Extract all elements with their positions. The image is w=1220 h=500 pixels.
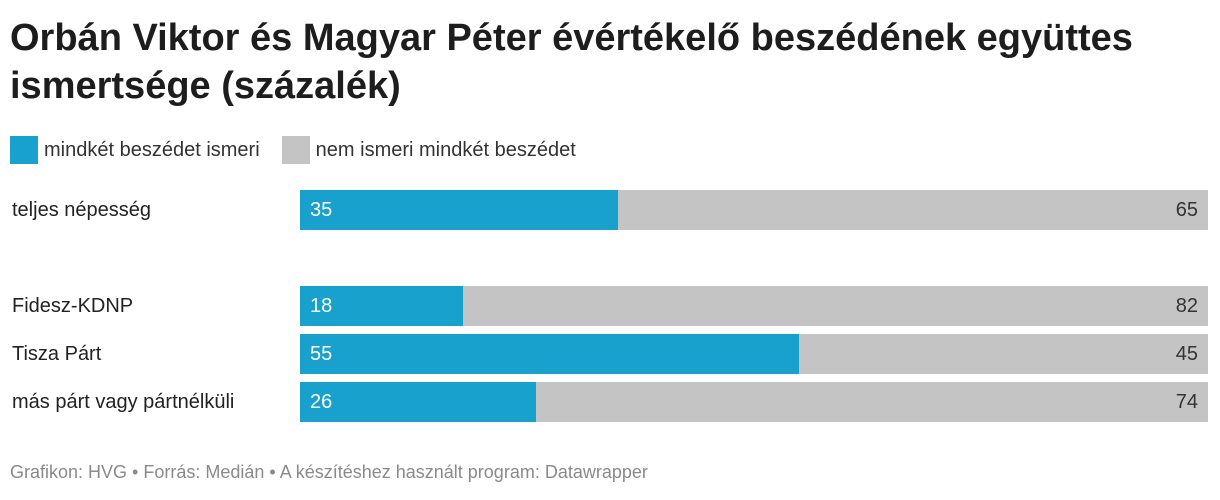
category-label: Fidesz-KDNP: [12, 295, 134, 317]
bar-segment-nem: 45: [799, 334, 1208, 374]
stacked-bar: 35 65: [300, 190, 1208, 230]
bar-row: más párt vagy pártnélküli 26 74: [0, 382, 1220, 422]
category-label: teljes népesség: [12, 199, 151, 221]
stacked-bar: 26 74: [300, 382, 1208, 422]
bar-segment-nem: 82: [463, 286, 1208, 326]
data-label: 55: [310, 343, 333, 365]
stacked-bar: 55 45: [300, 334, 1208, 374]
data-label: 45: [1175, 343, 1198, 365]
bar-segment-mindket: 26: [300, 382, 537, 422]
legend-label: nem ismeri mindkét beszédet: [315, 138, 576, 161]
legend-item-nem: nem ismeri mindkét beszédet: [281, 136, 576, 164]
legend-swatch: [10, 136, 38, 164]
data-label: 35: [310, 199, 333, 221]
data-label: 82: [1175, 295, 1198, 317]
stacked-bar: 18 82: [300, 286, 1208, 326]
bar-segment-mindket: 55: [300, 334, 800, 374]
bar-segment-mindket: 18: [300, 286, 464, 326]
legend-item-mindket: mindkét beszédet ismeri: [10, 136, 260, 164]
data-label: 65: [1175, 199, 1198, 221]
bar-segment-mindket: 35: [300, 190, 618, 230]
footer-credit: Grafikon: HVG • Forrás: Medián • A készí…: [10, 462, 648, 482]
bar-segment-nem: 74: [536, 382, 1208, 422]
bar-row: Fidesz-KDNP 18 82: [0, 286, 1220, 326]
bar-row: Tisza Párt 55 45: [0, 334, 1220, 374]
data-label: 74: [1175, 391, 1198, 413]
bar-segment-nem: 65: [617, 190, 1208, 230]
data-label: 18: [310, 295, 333, 317]
legend-swatch: [281, 136, 310, 164]
category-label: Tisza Párt: [12, 343, 102, 365]
data-label: 26: [310, 391, 333, 413]
legend-label: mindkét beszédet ismeri: [44, 138, 260, 161]
category-label: más párt vagy pártnélküli: [12, 391, 235, 413]
bar-row: teljes népesség 35 65: [0, 190, 1220, 230]
legend: mindkét beszédet ismeri nem ismeri mindk…: [10, 136, 598, 164]
chart-title: Orbán Viktor és Magyar Péter évértékelő …: [10, 17, 1133, 107]
